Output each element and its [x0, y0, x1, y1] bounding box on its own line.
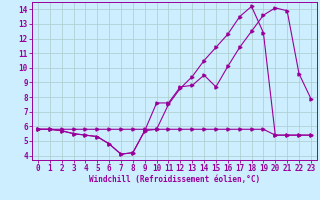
X-axis label: Windchill (Refroidissement éolien,°C): Windchill (Refroidissement éolien,°C) [89, 175, 260, 184]
